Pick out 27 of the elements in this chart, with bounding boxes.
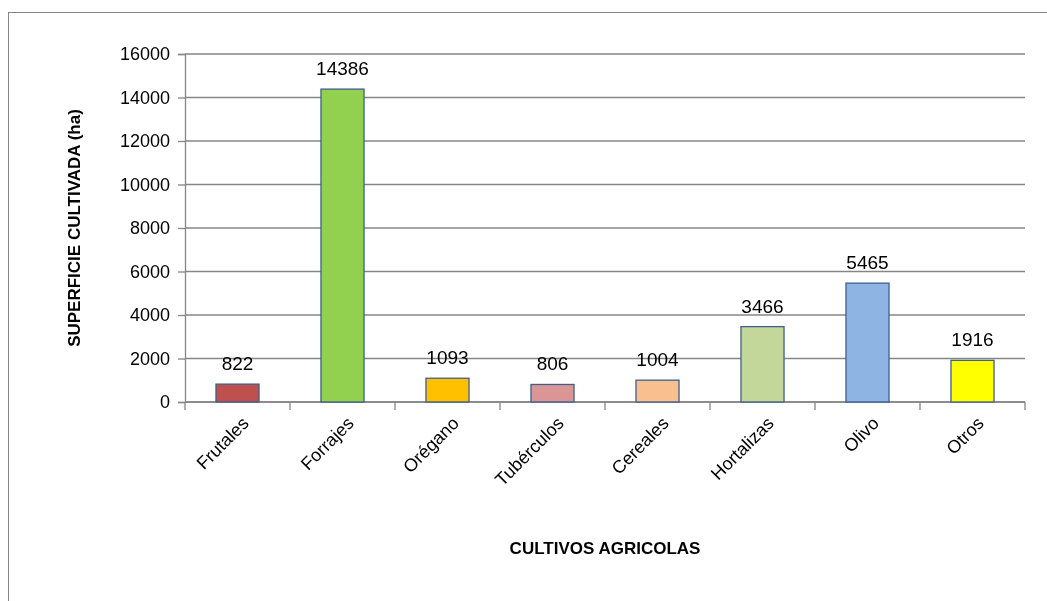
data-label: 5465 xyxy=(846,252,889,274)
data-label: 1093 xyxy=(426,347,469,369)
data-label: 1916 xyxy=(951,329,994,351)
data-label: 806 xyxy=(536,353,569,375)
y-tick-label: 4000 xyxy=(129,305,170,326)
bar xyxy=(740,325,785,403)
x-axis-title: CULTIVOS AGRICOLAS xyxy=(509,539,701,558)
y-tick-label: 6000 xyxy=(129,261,170,282)
y-axis-title: SUPERFICIE CULTIVADA (ha) xyxy=(65,109,84,347)
data-label: 1004 xyxy=(636,349,680,371)
bar xyxy=(635,379,680,403)
y-tick-label: 10000 xyxy=(119,174,170,195)
bar xyxy=(425,377,470,403)
bar xyxy=(845,282,890,403)
bar xyxy=(950,359,995,403)
bar xyxy=(320,88,365,403)
y-tick-label: 2000 xyxy=(129,348,170,369)
y-tick-label: 8000 xyxy=(129,218,170,239)
y-tick-label: 12000 xyxy=(119,131,170,152)
data-label: 822 xyxy=(221,353,254,375)
bar xyxy=(530,383,575,403)
data-label: 14386 xyxy=(316,58,369,80)
y-tick-label: 16000 xyxy=(119,44,170,65)
y-tick-label: 14000 xyxy=(119,87,170,108)
bar xyxy=(215,383,260,403)
data-label: 3466 xyxy=(741,295,784,317)
y-tick-label: 0 xyxy=(159,392,170,413)
